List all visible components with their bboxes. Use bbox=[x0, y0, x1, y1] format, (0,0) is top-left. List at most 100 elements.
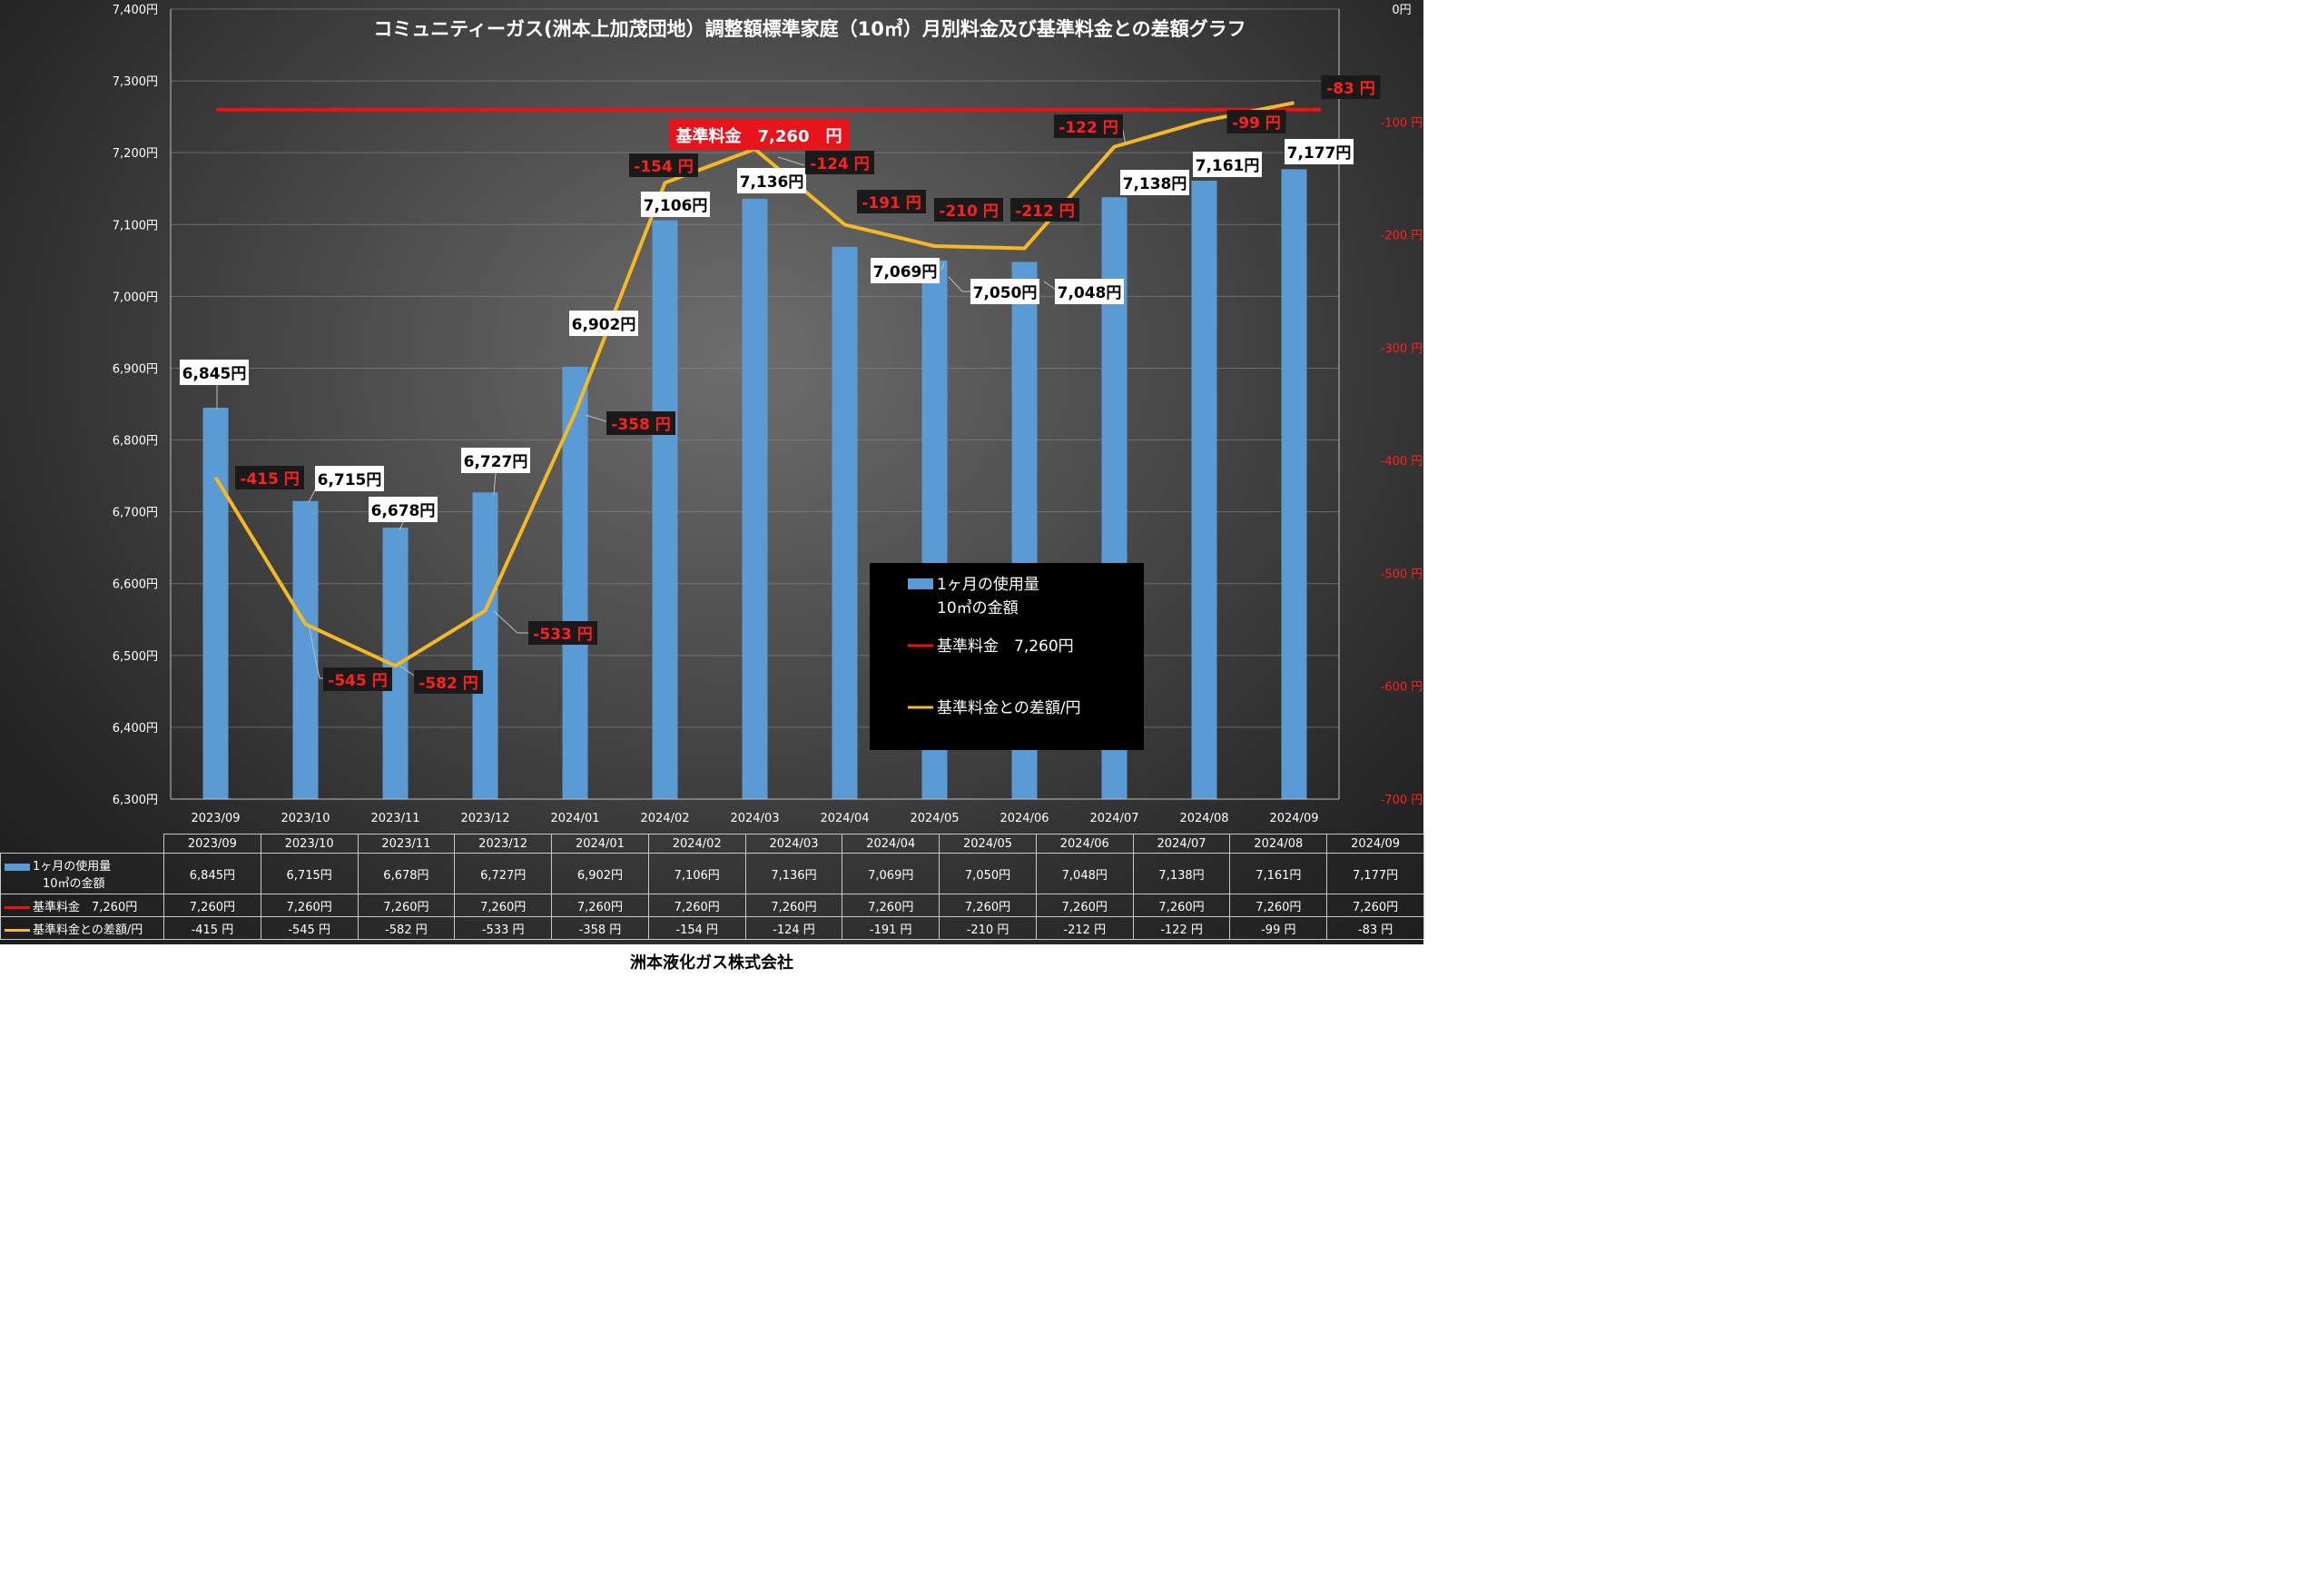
bar-value-label-box bbox=[871, 258, 940, 283]
x-tick-label: 2024/06 bbox=[1000, 812, 1049, 825]
table-header-cell: 2024/05 bbox=[939, 834, 1037, 854]
difference-value-label-box bbox=[1226, 110, 1286, 133]
x-tick-label: 2023/11 bbox=[370, 812, 419, 825]
y-left-tick-label: 7,200円 bbox=[113, 147, 158, 161]
x-tick-label: 2024/02 bbox=[640, 812, 689, 825]
y-left-tick-label: 7,400円 bbox=[113, 4, 158, 17]
table-row-label-line2: 10㎥の金額 bbox=[43, 877, 105, 891]
table-header-cell: 2023/09 bbox=[163, 834, 261, 854]
bar-value-label-box bbox=[970, 279, 1039, 304]
leader-line bbox=[493, 610, 532, 634]
x-tick-label: 2023/09 bbox=[191, 812, 240, 825]
legend-label-reference: 基準料金 7,260円 bbox=[937, 637, 1074, 656]
bar-value-label: 7,069円 bbox=[873, 263, 938, 281]
bar-value-label-box bbox=[1055, 279, 1124, 304]
axes: 6,300円 6,400円 6,500円 6,600円 6,700円 6,800円 6,90… bbox=[113, 4, 1423, 825]
bar bbox=[1281, 169, 1307, 799]
bar-value-label-box bbox=[461, 448, 530, 473]
table-cell: 6,678円 bbox=[357, 853, 456, 894]
x-tick-label: 2024/08 bbox=[1179, 812, 1228, 825]
company-name: 洲本液化ガス株式会社 bbox=[630, 953, 793, 973]
y-right-tick-label: -500 円 bbox=[1381, 568, 1423, 581]
y-right-tick-label: -300 円 bbox=[1381, 342, 1423, 356]
bar bbox=[472, 492, 498, 799]
table-header-cell: 2024/08 bbox=[1229, 834, 1328, 854]
bar-value-label: 7,050円 bbox=[973, 284, 1038, 302]
bar-value-label-box bbox=[1285, 139, 1354, 164]
table-row-label-line1: 1ヶ月の使用量 bbox=[33, 860, 112, 874]
data-table: 2023/09 2023/10 2023/11 2023/12 2024/01 2024/… bbox=[0, 834, 1424, 940]
bar bbox=[562, 366, 588, 799]
bar-value-label-box bbox=[315, 466, 384, 491]
legend-label-bar-1: 1ヶ月の使用量 bbox=[937, 575, 1039, 594]
table-header-cell: 2024/01 bbox=[551, 834, 649, 854]
table-row-label-text: 基準料金 7,260円 bbox=[33, 900, 138, 914]
bar-value-label: 7,161円 bbox=[1196, 157, 1260, 175]
bar-value-label-box bbox=[180, 360, 249, 385]
table-header-cell: 2023/11 bbox=[357, 834, 456, 854]
table-row: 1ヶ月の使用量 10㎥の金額 6,845円 6,715円 6,678円 6,727円 6,9… bbox=[0, 853, 1424, 894]
table-cell: 7,050円 bbox=[939, 853, 1037, 894]
y-right-tick-label: -100 円 bbox=[1381, 116, 1423, 130]
bar-value-label: 7,138円 bbox=[1123, 175, 1187, 193]
table-cell: 7,177円 bbox=[1326, 853, 1424, 894]
table-row-label: 1ヶ月の使用量 10㎥の金額 bbox=[0, 853, 164, 894]
table-swatch-difference bbox=[5, 928, 30, 932]
difference-value-label-box bbox=[323, 667, 392, 691]
table-cell: 7,260円 bbox=[260, 894, 359, 917]
difference-value-label: -83 円 bbox=[1326, 80, 1375, 98]
table-cell: 6,715円 bbox=[260, 853, 359, 894]
difference-value-label-box bbox=[805, 151, 874, 174]
y-right-tick-label: -400 円 bbox=[1381, 455, 1423, 469]
bar bbox=[652, 220, 678, 799]
difference-value-label: -210 円 bbox=[939, 202, 998, 221]
table-cell: 7,260円 bbox=[163, 894, 261, 917]
table-cell: 7,260円 bbox=[551, 894, 649, 917]
bar bbox=[832, 246, 858, 800]
table-cell: -210 円 bbox=[939, 916, 1037, 940]
legend-label-difference: 基準料金との差額/円 bbox=[937, 699, 1081, 717]
difference-value-label: -212 円 bbox=[1015, 202, 1074, 221]
leader-line bbox=[940, 262, 945, 271]
legend: 1ヶ月の使用量 10㎥の金額 基準料金 7,260円 基準料金との差額/円 bbox=[870, 563, 1144, 750]
table-cell: 7,260円 bbox=[1326, 894, 1424, 917]
table-cell: -533 円 bbox=[454, 916, 553, 940]
table-cell: 6,902円 bbox=[551, 853, 649, 894]
table-cell: -124 円 bbox=[744, 916, 843, 940]
table-cell: 7,260円 bbox=[1132, 894, 1231, 917]
table-header-cell: 2023/10 bbox=[260, 834, 359, 854]
difference-value-label: -415 円 bbox=[240, 470, 299, 489]
bar-value-label: 7,106円 bbox=[644, 197, 708, 215]
difference-value-label: -191 円 bbox=[862, 194, 921, 212]
reference-annotation: 基準料金 7,260 円 bbox=[669, 119, 850, 150]
table-header-cell: 2024/07 bbox=[1132, 834, 1231, 854]
difference-value-label-box bbox=[857, 190, 926, 213]
bar-value-label: 6,678円 bbox=[371, 502, 436, 520]
table-cell: 7,260円 bbox=[1035, 894, 1134, 917]
y-left-tick-label: 6,700円 bbox=[113, 507, 158, 520]
bar bbox=[1191, 181, 1217, 799]
table-row: 基準料金との差額/円 -415 円 -545 円 -582 円 -533 円 -358 円… bbox=[0, 916, 1424, 940]
y-right-tick-label: -200 円 bbox=[1381, 230, 1423, 243]
table-corner bbox=[0, 834, 164, 854]
table-cell: 7,106円 bbox=[647, 853, 746, 894]
y-right-tick-label: -700 円 bbox=[1381, 794, 1423, 807]
table-cell: 7,138円 bbox=[1132, 853, 1231, 894]
y-left-tick-label: 7,300円 bbox=[113, 75, 158, 89]
chart-title: コミュニティーガス(洲本上加茂団地）調整額標準家庭（10㎥）月別料金及び基準料金… bbox=[373, 18, 1246, 40]
difference-value-label-box bbox=[629, 153, 698, 177]
table-cell: 7,069円 bbox=[842, 853, 940, 894]
y-left-tick-label: 6,800円 bbox=[113, 435, 158, 449]
x-tick-label: 2023/10 bbox=[281, 812, 330, 825]
difference-value-label-box bbox=[606, 411, 675, 435]
y-left-tick-label: 7,100円 bbox=[113, 219, 158, 232]
x-tick-label: 2023/12 bbox=[460, 812, 509, 825]
difference-value-label: -124 円 bbox=[810, 155, 869, 173]
bar-value-label: 6,727円 bbox=[464, 453, 528, 471]
difference-value-label-box bbox=[235, 466, 304, 489]
table-cell: -358 円 bbox=[551, 916, 649, 940]
bar-value-label: 6,715円 bbox=[318, 471, 382, 489]
table-cell: 7,260円 bbox=[454, 894, 553, 917]
legend-swatch-bar bbox=[908, 578, 933, 589]
y-left-tick-label: 6,300円 bbox=[113, 794, 158, 807]
